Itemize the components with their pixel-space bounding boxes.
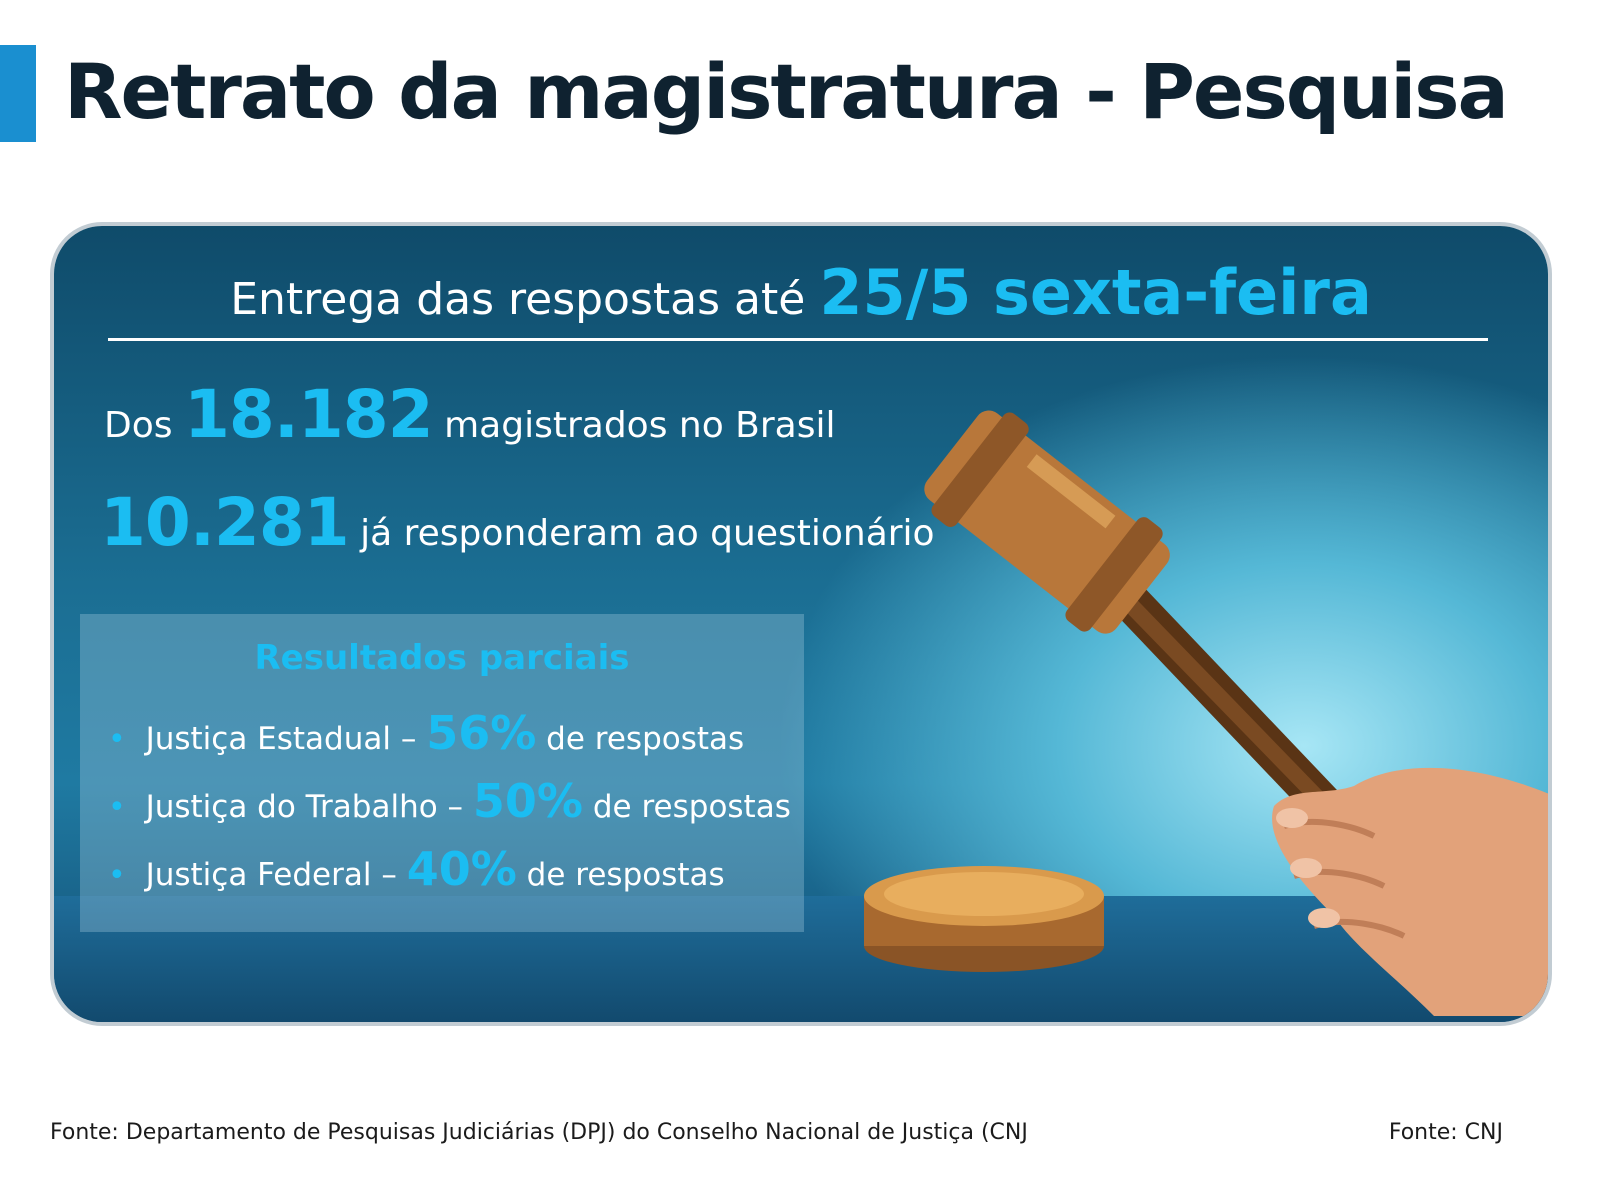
line1-suffix: magistrados no Brasil	[444, 405, 836, 446]
source-note-left: Fonte: Departamento de Pesquisas Judiciá…	[50, 1120, 1028, 1145]
line1-prefix: Dos	[104, 405, 173, 446]
responded-line: 10.281 já responderam ao questionário	[100, 484, 935, 561]
line2-suffix: já responderam ao questionário	[360, 513, 935, 554]
result-label: Justiça Estadual –	[145, 721, 417, 757]
deadline-heading: Entrega das respostas até 25/5 sexta-fei…	[54, 256, 1548, 329]
gavel-hand-icon	[864, 410, 1548, 1016]
result-percent: 56%	[426, 706, 537, 760]
total-magistrates-number: 18.182	[183, 376, 434, 453]
result-percent: 40%	[406, 842, 517, 896]
page-title: Retrato da magistratura - Pesquisa	[64, 47, 1509, 136]
result-percent: 50%	[472, 774, 584, 828]
total-magistrates-line: Dos 18.182 magistrados no Brasil	[104, 376, 836, 453]
result-suffix: de respostas	[546, 721, 745, 757]
result-item-trabalho: • Justiça do Trabalho – 50% de respostas	[108, 774, 791, 828]
bullet-dot-icon: •	[108, 790, 126, 825]
divider	[108, 338, 1488, 341]
result-suffix: de respostas	[526, 857, 725, 893]
source-note-right: Fonte: CNJ	[1388, 1120, 1503, 1145]
result-item-federal: • Justiça Federal – 40% de respostas	[108, 842, 725, 896]
table-surface	[54, 896, 1548, 1022]
partial-results-box: Resultados parciais • Justiça Estadual –…	[80, 614, 804, 932]
result-suffix: de respostas	[592, 789, 791, 825]
info-card: Entrega das respostas até 25/5 sexta-fei…	[54, 226, 1548, 1022]
responded-number: 10.281	[100, 484, 350, 561]
results-title: Resultados parciais	[254, 638, 630, 678]
bullet-dot-icon: •	[108, 722, 126, 757]
result-item-estadual: • Justiça Estadual – 56% de respostas	[108, 706, 744, 760]
title-accent-bar	[0, 45, 36, 142]
result-label: Justiça do Trabalho –	[145, 789, 464, 825]
bullet-dot-icon: •	[108, 858, 126, 893]
deadline-date: 25/5 sexta-feira	[819, 256, 1372, 329]
deadline-text: Entrega das respostas até	[230, 274, 806, 325]
result-label: Justiça Federal –	[145, 857, 397, 893]
